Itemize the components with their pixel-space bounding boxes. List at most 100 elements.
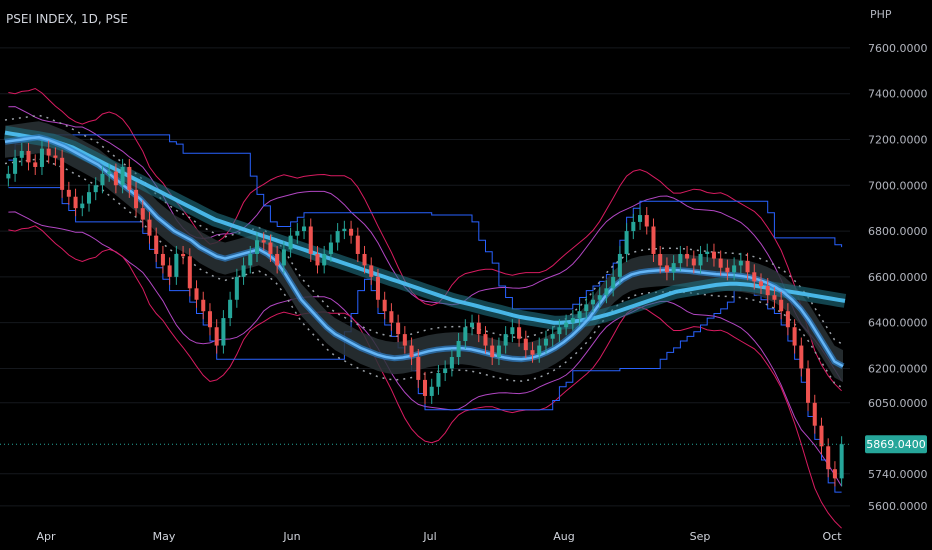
candle-body [658,253,663,266]
candle-body [577,311,582,319]
candle-body [174,253,179,277]
last-price-value: 5869.0400 [866,438,926,451]
candle-body [409,345,414,358]
candle-body [335,231,340,243]
candle-body [53,155,58,158]
y-tick-label: 7600.0000 [868,42,928,55]
candle-body [422,379,428,396]
candle-body [564,322,569,328]
candle-body [651,226,656,254]
y-tick-label: 6800.0000 [868,225,928,238]
candle-body [107,171,112,174]
candle-body [160,253,165,266]
candle-body [328,242,333,254]
candle-body [732,265,737,273]
candle-body [60,157,65,190]
candle-body [66,189,71,197]
time-axis[interactable]: Apr May Jun Jul Aug Sep Oct [36,530,842,543]
candle-body [758,281,764,287]
candle-body [261,240,266,243]
candle-body [517,327,522,339]
candle-body [510,327,515,335]
candle-body [617,253,622,277]
candle-body [234,276,239,300]
price-axis[interactable]: 7600.0000 7400.0000 7200.0000 7000.0000 6800… [868,42,928,513]
candle-body [698,253,703,266]
x-tick-label: Jul [422,530,436,543]
y-tick-label: 6600.0000 [868,271,928,284]
candle-body [26,150,31,163]
candle-body [6,173,11,179]
candle-body [611,276,616,289]
candle-body [738,260,743,266]
candle-body [503,334,508,346]
candle-body [120,166,125,186]
candle-body [46,148,51,156]
last-price-tag: 5869.0400 [865,435,927,454]
candle-body [792,327,797,346]
channel-high [8,134,843,310]
lower-red-band [8,225,842,529]
y-tick-label: 6400.0000 [868,317,928,330]
y-tick-label: 7000.0000 [868,179,928,192]
candle-body [570,318,575,323]
candle-body [530,350,535,355]
candle-body [483,334,488,346]
candle-body [100,173,105,186]
x-tick-label: Apr [36,530,56,543]
chart-title: PSEI INDEX, 1D, PSE [6,12,128,26]
candle-body [382,299,387,312]
lower-dotted-band [4,158,844,389]
candle-body [254,240,260,254]
candle-body [436,373,441,387]
candle-body [396,322,401,335]
fast-ribbon [4,135,844,368]
candle-body [228,299,233,319]
candle-body [275,253,280,266]
candle-body [443,368,448,374]
candle-body [765,286,770,296]
candle-body [167,265,172,277]
candle-body [402,334,407,346]
slow-ribbon-glow [3,125,847,330]
candle-body [597,295,602,300]
x-tick-label: Aug [553,530,574,543]
candle-body [590,299,596,305]
candle-body [295,231,300,236]
candle-body [93,185,98,193]
candle-body [194,288,199,300]
candle-body [496,345,501,358]
candle-body [543,338,548,346]
candle-body [752,272,757,282]
candle-body [113,171,118,186]
upper-dotted-band [4,114,844,346]
candle-body [523,338,528,351]
candle-body [644,215,649,227]
candle-body [207,311,212,328]
y-tick-label: 7400.0000 [868,88,928,101]
upper-outer-band [8,106,843,382]
candle-body [691,258,696,266]
candle-body [806,368,811,403]
candle-body [604,288,609,296]
last-price-tag-bg [865,435,927,454]
candle-body [33,162,38,167]
candle-body [476,322,481,335]
candle-body [19,150,24,158]
candle-body [342,228,347,232]
upper-red-band [8,87,842,392]
fast-cloud [5,121,843,383]
candle-body [584,304,589,312]
candle-body [449,357,454,369]
candle-body [799,345,804,369]
candle-body [725,267,730,273]
candle-body [127,166,132,190]
x-tick-label: May [153,530,176,543]
candle-body [812,402,817,426]
candle-body [13,157,18,174]
candle-body [308,226,313,254]
candle-body [819,425,824,447]
candle-body [355,235,360,254]
candle-body [416,357,421,380]
